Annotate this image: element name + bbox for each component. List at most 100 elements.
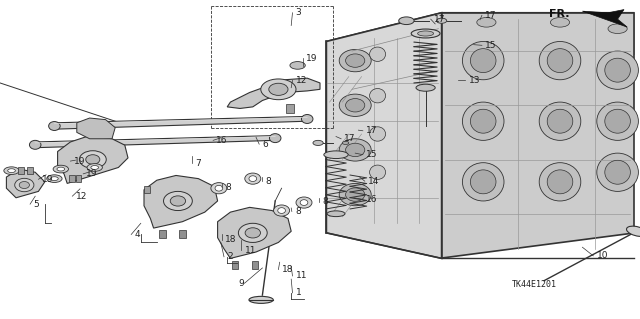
Ellipse shape	[269, 83, 288, 95]
Circle shape	[87, 164, 102, 171]
Ellipse shape	[540, 41, 581, 80]
Ellipse shape	[540, 102, 581, 140]
Ellipse shape	[339, 139, 371, 161]
Text: 17: 17	[434, 15, 445, 24]
Ellipse shape	[249, 296, 273, 303]
Ellipse shape	[278, 208, 285, 213]
Ellipse shape	[269, 134, 281, 143]
Ellipse shape	[346, 99, 365, 112]
Ellipse shape	[339, 94, 371, 116]
Ellipse shape	[164, 191, 193, 211]
Text: 19: 19	[42, 175, 53, 184]
Ellipse shape	[49, 122, 60, 130]
Text: 4: 4	[134, 230, 140, 239]
Text: 17: 17	[344, 134, 356, 143]
Ellipse shape	[245, 173, 261, 184]
Polygon shape	[77, 118, 115, 139]
Circle shape	[313, 140, 323, 145]
Bar	[69, 175, 75, 182]
Polygon shape	[218, 207, 291, 258]
Text: 15: 15	[485, 41, 497, 50]
Ellipse shape	[170, 196, 186, 206]
Ellipse shape	[15, 178, 34, 192]
Ellipse shape	[470, 170, 496, 194]
Ellipse shape	[418, 31, 434, 36]
Ellipse shape	[370, 89, 385, 103]
Polygon shape	[227, 78, 320, 108]
Ellipse shape	[324, 151, 348, 159]
Text: 12: 12	[296, 76, 307, 85]
Polygon shape	[326, 13, 634, 83]
Ellipse shape	[346, 188, 365, 201]
Ellipse shape	[462, 41, 504, 80]
Ellipse shape	[339, 183, 371, 206]
Ellipse shape	[300, 200, 308, 205]
Ellipse shape	[215, 185, 223, 191]
Text: 15: 15	[366, 150, 378, 159]
Circle shape	[290, 62, 305, 69]
Circle shape	[91, 166, 99, 169]
Text: 14: 14	[368, 177, 380, 186]
Circle shape	[608, 24, 627, 33]
Polygon shape	[6, 169, 45, 198]
Text: 8: 8	[322, 197, 328, 206]
Ellipse shape	[79, 151, 106, 168]
Ellipse shape	[462, 163, 504, 201]
Bar	[18, 167, 24, 174]
Ellipse shape	[296, 197, 312, 208]
Ellipse shape	[627, 226, 640, 236]
Text: 19: 19	[306, 54, 317, 63]
Ellipse shape	[597, 51, 639, 89]
Ellipse shape	[370, 47, 385, 62]
Circle shape	[342, 141, 349, 145]
Text: 16: 16	[216, 136, 228, 145]
Text: 13: 13	[468, 76, 480, 85]
Circle shape	[550, 18, 570, 27]
Text: TK44E1201: TK44E1201	[512, 280, 557, 289]
Ellipse shape	[249, 176, 257, 182]
Bar	[286, 104, 294, 113]
Ellipse shape	[245, 228, 260, 238]
Text: 12: 12	[76, 192, 87, 201]
Ellipse shape	[547, 109, 573, 133]
Ellipse shape	[301, 115, 313, 123]
Text: 8: 8	[266, 177, 271, 186]
Ellipse shape	[605, 58, 630, 82]
Circle shape	[47, 175, 62, 182]
Ellipse shape	[211, 182, 227, 194]
Ellipse shape	[261, 79, 296, 100]
Text: 19: 19	[86, 169, 98, 178]
Text: 7: 7	[195, 159, 201, 168]
Ellipse shape	[412, 29, 440, 38]
Bar	[76, 175, 81, 182]
Ellipse shape	[605, 109, 630, 133]
Circle shape	[399, 17, 414, 25]
Circle shape	[8, 169, 15, 173]
Ellipse shape	[370, 127, 385, 141]
Circle shape	[4, 167, 19, 174]
Polygon shape	[58, 136, 128, 183]
Text: 16: 16	[366, 195, 378, 204]
Ellipse shape	[239, 223, 268, 242]
Bar	[144, 186, 150, 193]
Circle shape	[436, 18, 447, 23]
Circle shape	[51, 177, 58, 181]
Bar	[27, 167, 33, 174]
Polygon shape	[144, 175, 218, 228]
Text: 9: 9	[239, 279, 244, 288]
Text: 17: 17	[366, 126, 378, 135]
Text: 19: 19	[74, 157, 85, 166]
Text: 18: 18	[225, 235, 237, 244]
Ellipse shape	[462, 102, 504, 140]
Ellipse shape	[370, 165, 385, 179]
Text: 8: 8	[225, 183, 231, 192]
Ellipse shape	[547, 170, 573, 194]
Polygon shape	[442, 13, 634, 258]
Ellipse shape	[547, 48, 573, 72]
Text: 17: 17	[485, 11, 497, 20]
Circle shape	[477, 18, 496, 27]
Ellipse shape	[29, 140, 41, 149]
Text: 18: 18	[282, 265, 293, 274]
Circle shape	[53, 165, 68, 173]
Ellipse shape	[346, 143, 365, 157]
